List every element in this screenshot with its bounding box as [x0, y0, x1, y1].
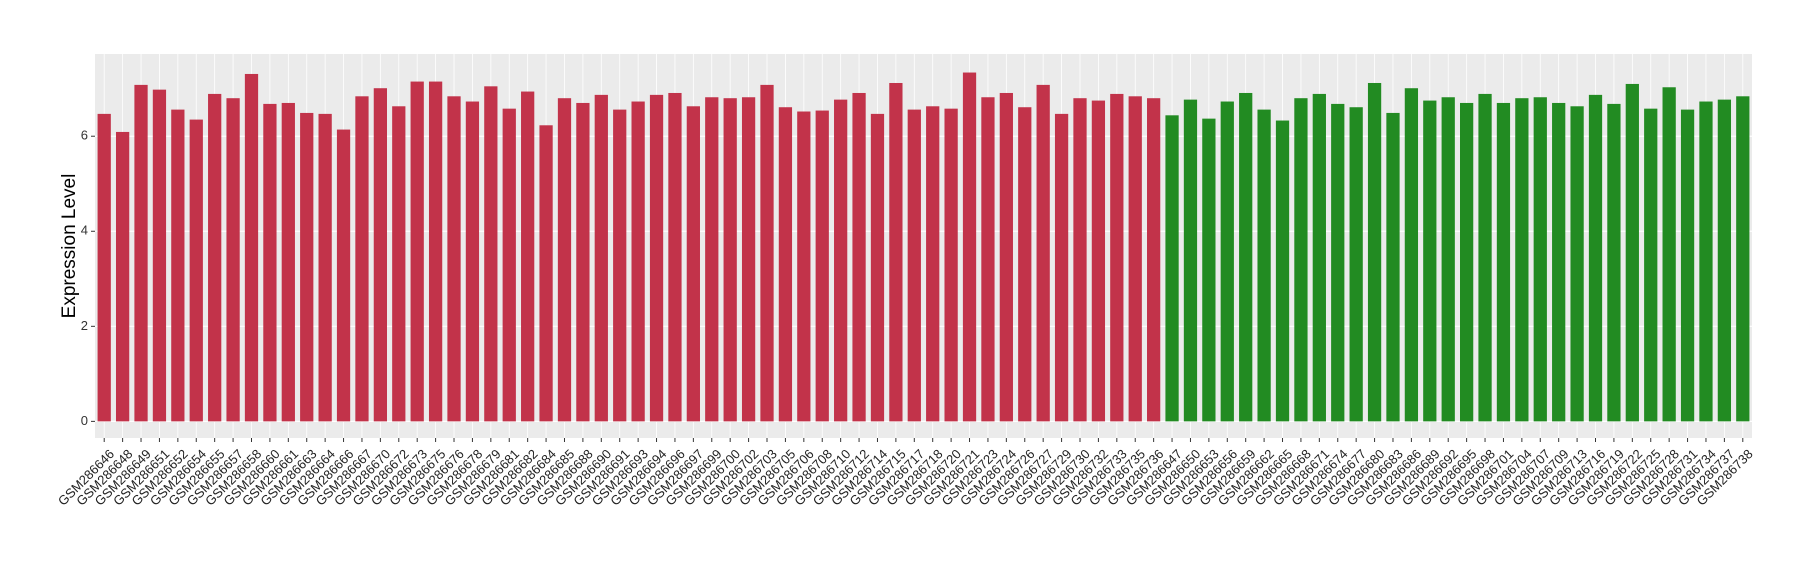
bar	[1515, 98, 1529, 422]
bar	[1202, 118, 1216, 422]
bar	[815, 110, 829, 422]
y-tick-label: 4	[81, 223, 88, 238]
bar	[1680, 109, 1695, 422]
bar	[171, 109, 185, 422]
bar	[1036, 84, 1050, 422]
bar	[502, 108, 516, 422]
bar	[889, 82, 903, 422]
bar	[999, 92, 1013, 422]
bar	[1147, 98, 1161, 422]
bar	[392, 106, 406, 422]
bar	[1054, 113, 1069, 422]
bar	[1165, 115, 1179, 422]
bar	[981, 97, 995, 422]
bar	[447, 96, 461, 422]
bar	[1312, 93, 1326, 422]
bar	[723, 98, 737, 422]
bar	[1386, 112, 1400, 422]
bar	[1110, 93, 1124, 422]
bar	[521, 91, 535, 422]
bar	[336, 129, 351, 422]
bar	[668, 92, 682, 422]
bar	[1607, 103, 1621, 422]
bar	[373, 88, 388, 422]
bar	[1128, 96, 1142, 422]
bar	[962, 72, 977, 422]
bar	[1091, 100, 1106, 422]
bar	[263, 103, 277, 422]
bar	[852, 92, 866, 422]
bar	[1349, 107, 1363, 422]
bar	[1644, 108, 1658, 422]
bar	[1183, 99, 1198, 422]
y-tick-label: 2	[81, 318, 88, 333]
bar	[1239, 92, 1253, 422]
y-tick-label: 6	[81, 128, 88, 143]
bar	[189, 119, 203, 422]
bar	[797, 111, 811, 422]
bar	[705, 97, 719, 422]
bar	[686, 106, 700, 422]
bar	[631, 101, 645, 422]
bar	[1459, 102, 1474, 422]
bar	[1625, 83, 1639, 422]
bar	[1294, 98, 1308, 422]
bar	[1736, 96, 1750, 422]
bar	[1018, 107, 1032, 422]
bar	[226, 98, 240, 422]
bar	[1533, 97, 1547, 422]
bar	[97, 113, 111, 422]
bar	[134, 84, 148, 422]
bar	[1717, 99, 1732, 422]
bar	[613, 109, 627, 422]
bar	[1588, 94, 1603, 422]
bar	[410, 81, 424, 422]
bar	[244, 73, 259, 422]
bar	[557, 98, 572, 422]
bar	[539, 125, 553, 422]
bar	[465, 101, 480, 422]
bar	[1220, 101, 1234, 422]
bar	[1423, 100, 1437, 422]
bar	[649, 94, 664, 422]
y-tick-label: 0	[81, 413, 88, 428]
bar	[1662, 87, 1676, 422]
bar	[318, 113, 332, 422]
y-axis-title: Expression Level	[59, 174, 80, 319]
bar	[152, 89, 167, 422]
bar	[1699, 101, 1713, 422]
bar	[484, 86, 498, 422]
bar	[944, 108, 958, 422]
bar	[355, 96, 369, 422]
bar	[576, 102, 590, 422]
bar	[926, 106, 940, 422]
bar	[1275, 120, 1290, 422]
panel-background	[95, 54, 1752, 438]
bar	[834, 99, 848, 422]
bar	[1496, 102, 1511, 422]
bar	[1331, 103, 1345, 422]
bar	[1073, 98, 1087, 422]
bar	[1478, 93, 1492, 422]
bar	[741, 97, 756, 422]
bar	[778, 107, 793, 422]
bar	[907, 109, 921, 422]
bar	[428, 81, 443, 422]
bar	[115, 131, 130, 422]
bar	[1570, 106, 1584, 422]
bar	[760, 84, 774, 422]
bar	[1257, 109, 1271, 422]
bar	[300, 112, 314, 422]
bar	[870, 113, 885, 422]
bar	[1367, 82, 1382, 422]
bar	[594, 94, 608, 422]
bar	[208, 93, 222, 422]
bar	[281, 102, 295, 422]
bar	[1404, 88, 1419, 422]
bar	[1552, 102, 1566, 422]
bar	[1441, 97, 1455, 422]
